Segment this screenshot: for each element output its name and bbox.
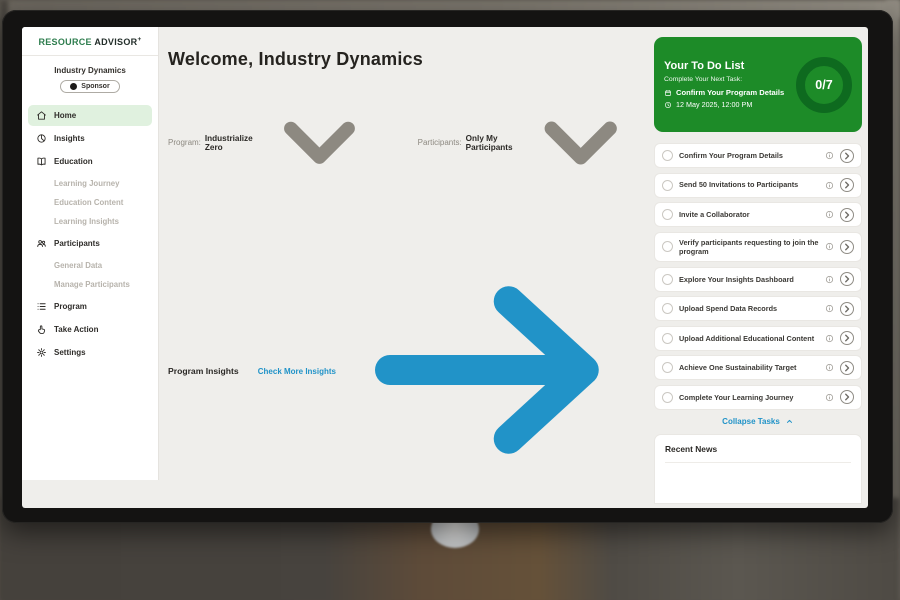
- sponsor-icon: [70, 83, 78, 90]
- app-logo: RESOURCE ADVISOR+: [38, 36, 142, 47]
- task-upload-additional-educational-content[interactable]: Upload Additional Educational Content: [654, 325, 862, 351]
- monitor-bezel: RESOURCE ADVISOR+ Industry Dynamics Spon…: [2, 10, 893, 523]
- task-complete-your-learning-journey[interactable]: Complete Your Learning Journey: [654, 384, 862, 410]
- task-invite-a-collaborator[interactable]: Invite a Collaborator: [654, 202, 862, 227]
- task-verify-participants-requesting-to-join-the-program[interactable]: Verify participants requesting to join t…: [654, 231, 862, 263]
- chevron-right-button[interactable]: [840, 148, 854, 163]
- filters-row: Program: Industrialize Zero Participants…: [168, 78, 644, 207]
- program-insights-title: Program Insights: [168, 366, 239, 377]
- task-checkbox[interactable]: [662, 209, 673, 220]
- collapse-tasks-link[interactable]: Collapse Tasks: [654, 417, 862, 426]
- participants-icon: [36, 238, 47, 249]
- sidebar-item-participants[interactable]: Participants: [28, 233, 152, 254]
- sponsor-badge-label: Sponsor: [81, 83, 110, 90]
- program-filter-value: Industrialize Zero: [204, 133, 253, 152]
- sidebar-item-learning-insights[interactable]: Learning Insights: [54, 217, 119, 226]
- info-icon[interactable]: [825, 242, 834, 251]
- todo-subtitle: Complete Your Next Task:: [664, 76, 743, 83]
- chevron-right-button[interactable]: [840, 301, 854, 316]
- info-icon[interactable]: [825, 151, 834, 160]
- task-confirm-your-program-details[interactable]: Confirm Your Program Details: [654, 143, 862, 168]
- sidebar: RESOURCE ADVISOR+ Industry Dynamics Spon…: [22, 27, 159, 508]
- program-filter-label: Program:: [168, 138, 201, 148]
- education-icon: [36, 156, 47, 167]
- insights-icon: [36, 133, 47, 144]
- program-icon: [36, 301, 47, 312]
- task-checkbox[interactable]: [662, 303, 673, 315]
- take-action-icon: [36, 324, 47, 335]
- participants-filter-label: Participants:: [417, 138, 462, 148]
- program-filter[interactable]: Program: Industrialize Zero: [168, 79, 382, 206]
- sidebar-item-take-action[interactable]: Take Action: [28, 319, 152, 340]
- arrow-right-icon: [340, 220, 640, 508]
- task-achieve-one-sustainability-target[interactable]: Achieve One Sustainability Target: [654, 355, 862, 381]
- page-title: Welcome, Industry Dynamics: [168, 49, 423, 69]
- sidebar-item-insights[interactable]: Insights: [28, 128, 152, 149]
- task-checkbox[interactable]: [662, 179, 673, 191]
- todo-counter: 0/7: [815, 77, 833, 92]
- divider: [22, 55, 158, 56]
- chevron-right-button[interactable]: [840, 331, 854, 346]
- org-name: Industry Dynamics: [54, 66, 126, 75]
- info-icon[interactable]: [825, 210, 834, 219]
- chevron-right-button[interactable]: [840, 390, 854, 405]
- sidebar-item-program[interactable]: Program: [28, 296, 152, 317]
- task-checkbox[interactable]: [662, 273, 673, 285]
- sidebar-item-general-data[interactable]: General Data: [54, 261, 103, 270]
- main-content: Welcome, Industry Dynamics Program: Indu…: [159, 27, 649, 508]
- recent-news-card: Recent News: [654, 433, 862, 504]
- sidebar-nav: Home Insights Education Learning Journey E…: [22, 93, 158, 363]
- info-icon[interactable]: [825, 275, 834, 284]
- dashboard-screen: RESOURCE ADVISOR+ Industry Dynamics Spon…: [22, 27, 868, 508]
- clock-icon: [664, 101, 672, 109]
- todo-header-card: Your To Do List Complete Your Next Task:…: [654, 37, 862, 132]
- chevron-right-button[interactable]: [840, 207, 854, 222]
- participants-filter-value: Only My Participants: [465, 133, 513, 152]
- sidebar-item-learning-journey[interactable]: Learning Journey: [54, 179, 120, 188]
- home-icon: [36, 110, 47, 121]
- sidebar-item-manage-participants[interactable]: Manage Participants: [54, 280, 130, 289]
- info-icon[interactable]: [825, 393, 834, 402]
- chevron-right-button[interactable]: [840, 272, 854, 287]
- recent-news-title: Recent News: [665, 444, 851, 463]
- todo-due-date: 12 May 2025, 12:00 PM: [676, 100, 753, 109]
- task-send-50-invitations-to-participants[interactable]: Send 50 Invitations to Participants: [654, 172, 862, 198]
- sidebar-item-home[interactable]: Home: [28, 105, 152, 126]
- info-icon[interactable]: [825, 334, 834, 343]
- settings-icon: [36, 347, 47, 358]
- chevron-up-icon: [785, 417, 794, 426]
- task-upload-spend-data-records[interactable]: Upload Spend Data Records: [654, 296, 862, 322]
- chevron-right-button[interactable]: [840, 360, 854, 375]
- info-icon[interactable]: [825, 304, 834, 313]
- program-insights-header: Program Insights Check More Insights: [168, 220, 644, 508]
- task-explore-your-insights-dashboard[interactable]: Explore Your Insights Dashboard: [654, 266, 862, 292]
- chevron-down-icon: [517, 78, 644, 207]
- sidebar-item-settings[interactable]: Settings: [28, 342, 152, 363]
- info-icon[interactable]: [825, 363, 834, 372]
- todo-next-task: Confirm Your Program Details: [676, 88, 785, 97]
- todo-panel: Your To Do List Complete Your Next Task:…: [649, 27, 868, 508]
- chevron-right-button[interactable]: [840, 178, 854, 192]
- sidebar-item-education-content[interactable]: Education Content: [54, 198, 124, 207]
- participants-filter[interactable]: Participants: Only My Participants: [418, 78, 644, 207]
- sidebar-item-education[interactable]: Education: [28, 151, 152, 172]
- calendar-icon: [664, 89, 672, 97]
- task-checkbox[interactable]: [662, 150, 673, 161]
- sponsor-badge[interactable]: Sponsor: [60, 80, 120, 93]
- task-checkbox[interactable]: [662, 332, 673, 344]
- chevron-down-icon: [257, 79, 382, 206]
- task-checkbox[interactable]: [662, 391, 673, 403]
- todo-task-list: Confirm Your Program Details Send 50 Inv…: [654, 143, 862, 410]
- check-more-insights-link[interactable]: Check More Insights: [258, 220, 640, 508]
- chevron-right-button[interactable]: [840, 239, 854, 254]
- task-checkbox[interactable]: [662, 362, 673, 374]
- info-icon[interactable]: [825, 181, 834, 190]
- todo-progress-ring: 0/7: [796, 56, 852, 113]
- todo-title: Your To Do List: [664, 60, 745, 72]
- task-checkbox[interactable]: [662, 241, 673, 253]
